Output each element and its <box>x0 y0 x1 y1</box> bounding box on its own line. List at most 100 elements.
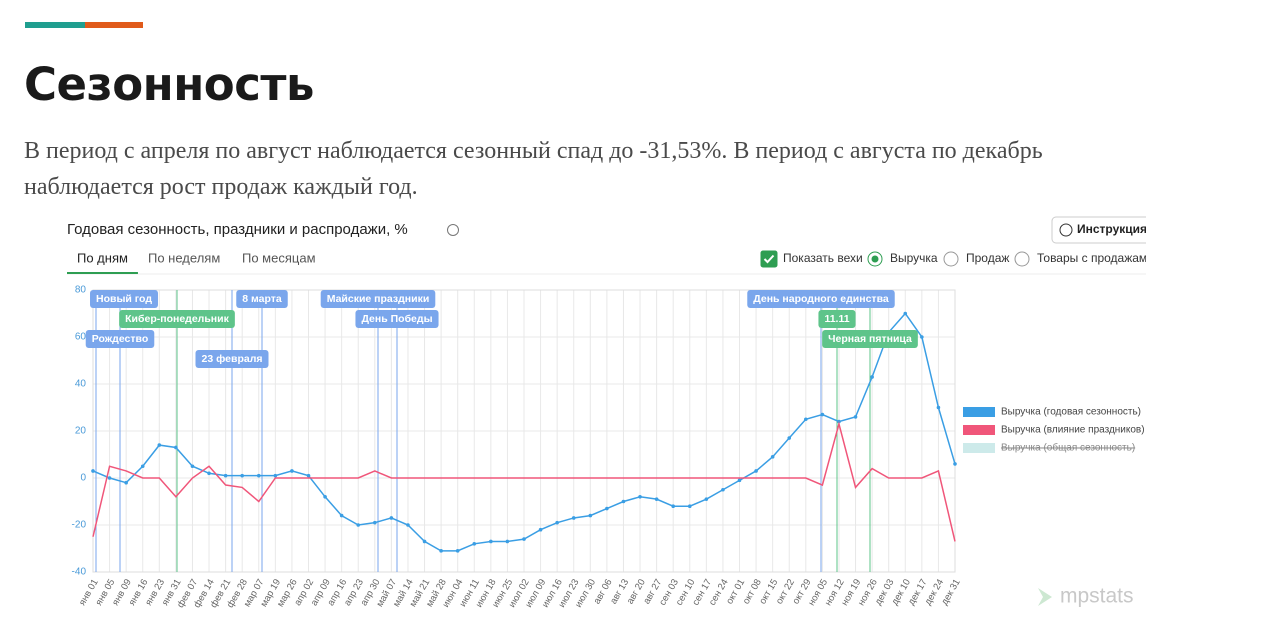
point <box>522 537 526 541</box>
point <box>770 455 775 459</box>
help-button[interactable] <box>1051 216 1162 244</box>
point <box>538 527 543 532</box>
radio-dot <box>871 255 879 263</box>
page-title: Сезонность <box>24 58 314 111</box>
point <box>621 499 626 504</box>
milestone-label: Кибер-понедельник <box>125 313 229 325</box>
point <box>737 478 742 483</box>
point <box>936 405 941 410</box>
milestone-label: Черная пятница <box>828 333 912 345</box>
milestone-label: День народного единства <box>753 293 889 305</box>
point <box>787 436 792 440</box>
lead-text: В период с апреля по август наблюдается … <box>24 138 1043 200</box>
point <box>422 539 427 544</box>
help-icon[interactable] <box>447 224 459 236</box>
legend-label[interactable]: Выручка (годовая сезонность) <box>1001 407 1141 418</box>
point <box>870 375 874 379</box>
milestone-badge <box>320 290 436 308</box>
milestone-label: День Победы <box>361 313 432 325</box>
point <box>389 516 394 520</box>
milestone: Черная пятница <box>822 330 918 348</box>
point <box>190 464 195 469</box>
legend-swatch[interactable] <box>963 443 995 453</box>
point <box>91 469 95 473</box>
point <box>306 473 311 478</box>
point <box>140 464 145 469</box>
point <box>107 476 112 480</box>
point <box>439 549 443 553</box>
radio[interactable] <box>943 251 959 267</box>
logo-mark <box>1038 588 1052 606</box>
point <box>356 523 361 527</box>
point <box>588 513 593 518</box>
chart-title: Годовая сезонность, праздники и распрода… <box>67 221 408 238</box>
series-line <box>92 421 956 542</box>
tab[interactable]: По месяцам <box>242 250 316 265</box>
point <box>571 516 576 520</box>
radio-label: Выручка <box>890 251 938 265</box>
point <box>654 497 659 501</box>
milestone-label: 23 февраля <box>202 353 263 365</box>
point <box>920 335 924 339</box>
milestone: 23 февраля <box>195 350 269 368</box>
milestone-badge <box>119 310 235 328</box>
milestone: Кибер-понедельник <box>119 310 235 328</box>
milestone: 11.11 <box>818 310 856 328</box>
point <box>505 539 510 544</box>
legend-label[interactable]: Выручка (влияние праздников) <box>1001 425 1145 436</box>
radio[interactable] <box>1014 251 1030 267</box>
y-tick-label: 60 <box>75 332 87 343</box>
point <box>555 520 559 525</box>
point <box>671 504 675 509</box>
point <box>124 480 128 485</box>
plot-frame <box>92 289 956 573</box>
accent-bar <box>85 22 143 28</box>
point <box>638 495 642 499</box>
y-tick-label: -20 <box>72 520 87 531</box>
point <box>373 520 377 525</box>
y-tick-label: 20 <box>75 426 87 437</box>
tab-underline <box>67 272 138 274</box>
milestone: Новый год <box>90 290 158 308</box>
controls: Инструкция По дням По неделям По месяцам Пок… <box>67 216 1162 275</box>
point <box>406 523 410 527</box>
point <box>853 415 858 419</box>
point <box>953 462 957 466</box>
point <box>323 495 327 499</box>
milestone-label: 11.11 <box>824 313 849 325</box>
milestone-badge <box>195 350 269 368</box>
y-tick-label: -40 <box>72 567 87 578</box>
legend-swatch[interactable] <box>963 407 995 417</box>
point <box>339 513 344 518</box>
point <box>820 412 825 417</box>
point <box>455 549 460 553</box>
legend-label[interactable]: Выручка (общая сезонность) <box>1001 442 1135 454</box>
milestone-label: 8 марта <box>242 293 282 305</box>
point <box>223 473 228 478</box>
point <box>472 542 477 546</box>
help-button-icon <box>1059 223 1073 237</box>
milestone: Майские праздники <box>320 290 436 308</box>
point <box>240 473 244 478</box>
point <box>804 417 808 422</box>
radio-label: Продаж <box>966 251 1009 265</box>
milestone-badge <box>818 310 856 328</box>
point <box>903 311 908 316</box>
milestone-badge <box>355 310 439 328</box>
legend-swatch[interactable] <box>963 425 995 435</box>
checkbox-tick <box>763 254 775 264</box>
milestone-badge <box>90 290 158 308</box>
logo: mpstats <box>1060 585 1134 608</box>
point <box>754 469 758 473</box>
radio-label: Товары с продажами <box>1037 251 1154 265</box>
milestone-badge <box>85 330 155 348</box>
point <box>687 504 692 509</box>
point <box>207 471 211 476</box>
tab[interactable]: По дням <box>77 250 128 265</box>
point <box>605 506 609 511</box>
accent-bar <box>25 22 85 28</box>
y-tick-label: 80 <box>75 285 87 296</box>
tab[interactable]: По неделям <box>148 250 220 265</box>
milestone-badge <box>822 330 918 348</box>
